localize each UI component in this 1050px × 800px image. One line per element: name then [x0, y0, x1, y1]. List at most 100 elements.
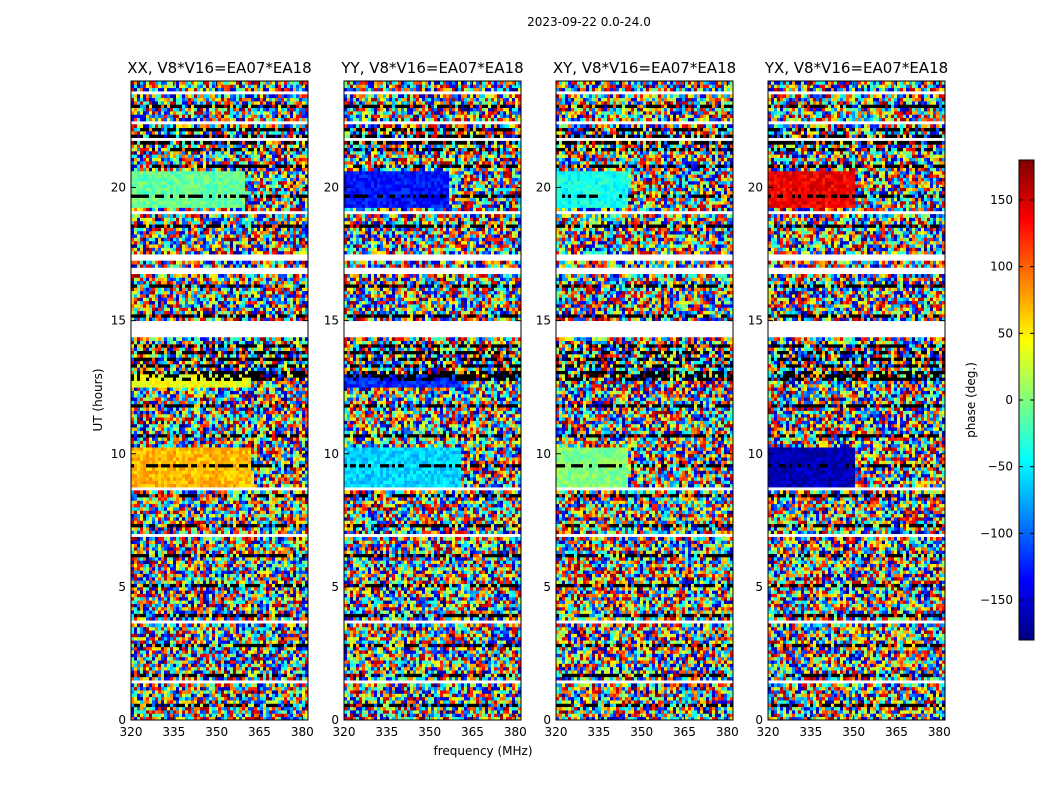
x-tick-label: 320 — [333, 725, 356, 739]
x-tick-label: 365 — [248, 725, 271, 739]
y-tick-label: 15 — [324, 314, 339, 328]
colorbar-swatch — [1019, 200, 1034, 205]
x-tick-label: 335 — [375, 725, 398, 739]
chart-figure: 2023-09-22 0.0-24.0 XX, V8*V16=EA07*EA18… — [0, 0, 1050, 800]
colorbar-swatch — [1019, 592, 1034, 597]
x-tick-label: 320 — [120, 725, 143, 739]
colorbar-swatch — [1019, 388, 1034, 393]
colorbar-swatch — [1019, 328, 1034, 333]
colorbar-swatch — [1019, 488, 1034, 493]
colorbar-tick-label: −100 — [980, 526, 1013, 540]
x-tick-label: 335 — [587, 725, 610, 739]
x-tick-label: 320 — [545, 725, 568, 739]
colorbar-tick-label: 0 — [1005, 393, 1013, 407]
colorbar-swatch — [1019, 556, 1034, 561]
colorbar-swatch — [1019, 472, 1034, 477]
colorbar-swatch — [1019, 320, 1034, 325]
y-tick-label: 0 — [755, 713, 763, 727]
colorbar-swatch — [1019, 356, 1034, 361]
colorbar-swatch — [1019, 440, 1034, 445]
colorbar-swatch — [1019, 460, 1034, 465]
colorbar-swatch — [1019, 620, 1034, 625]
colorbar-swatch — [1019, 480, 1034, 485]
colorbar-swatch — [1019, 376, 1034, 381]
y-tick-label: 20 — [536, 181, 551, 195]
colorbar-swatch — [1019, 176, 1034, 181]
colorbar-swatch — [1019, 452, 1034, 457]
y-tick-label: 20 — [748, 181, 763, 195]
colorbar-swatch — [1019, 628, 1034, 633]
colorbar-swatch — [1019, 252, 1034, 257]
panel-title: XX, V8*V16=EA07*EA18 — [127, 59, 311, 77]
colorbar-swatch — [1019, 564, 1034, 569]
colorbar-swatch — [1019, 172, 1034, 177]
colorbar-swatch — [1019, 584, 1034, 589]
phase-heatmap — [131, 81, 308, 720]
colorbar-swatch — [1019, 336, 1034, 341]
colorbar-swatch — [1019, 500, 1034, 505]
y-tick-label: 5 — [118, 580, 126, 594]
colorbar-swatch — [1019, 192, 1034, 197]
colorbar-swatch — [1019, 492, 1034, 497]
x-tick-label: 380 — [928, 725, 951, 739]
x-tick-label: 365 — [885, 725, 908, 739]
colorbar-swatch — [1019, 344, 1034, 349]
colorbar-swatch — [1019, 532, 1034, 537]
colorbar-tick-label: −150 — [980, 593, 1013, 607]
colorbar-swatch — [1019, 284, 1034, 289]
colorbar-swatch — [1019, 220, 1034, 225]
colorbar-swatch — [1019, 536, 1034, 541]
colorbar-swatch — [1019, 632, 1034, 637]
colorbar-swatch — [1019, 608, 1034, 613]
y-tick-label: 20 — [324, 181, 339, 195]
colorbar-swatch — [1019, 160, 1034, 165]
y-tick-label: 5 — [755, 580, 763, 594]
y-tick-label: 15 — [536, 314, 551, 328]
x-tick-label: 350 — [630, 725, 653, 739]
colorbar-swatch — [1019, 256, 1034, 261]
colorbar-tick-label: −50 — [988, 460, 1013, 474]
colorbar-tick-label: 100 — [990, 260, 1013, 274]
colorbar-swatch — [1019, 288, 1034, 293]
colorbar-swatch — [1019, 244, 1034, 249]
colorbar-swatch — [1019, 540, 1034, 545]
phase-heatmap — [556, 81, 733, 720]
y-tick-label: 5 — [543, 580, 551, 594]
colorbar-swatch — [1019, 588, 1034, 593]
colorbar-swatch — [1019, 372, 1034, 377]
colorbar-swatch — [1019, 324, 1034, 329]
colorbar-swatch — [1019, 360, 1034, 365]
colorbar-swatch — [1019, 380, 1034, 385]
colorbar-tick-label: 150 — [990, 193, 1013, 207]
panel-title: YX, V8*V16=EA07*EA18 — [764, 59, 948, 77]
colorbar-swatch — [1019, 348, 1034, 353]
colorbar-swatch — [1019, 404, 1034, 409]
x-tick-label: 350 — [842, 725, 865, 739]
colorbar-swatch — [1019, 296, 1034, 301]
x-tick-label: 380 — [291, 725, 314, 739]
colorbar-swatch — [1019, 292, 1034, 297]
colorbar-swatch — [1019, 408, 1034, 413]
x-tick-label: 380 — [716, 725, 739, 739]
y-tick-label: 0 — [543, 713, 551, 727]
colorbar-swatch — [1019, 624, 1034, 629]
colorbar-swatch — [1019, 600, 1034, 605]
colorbar-swatch — [1019, 412, 1034, 417]
colorbar-swatch — [1019, 352, 1034, 357]
colorbar-swatch — [1019, 552, 1034, 557]
phase-heatmap — [344, 81, 521, 720]
colorbar-swatch — [1019, 384, 1034, 389]
colorbar-swatch — [1019, 424, 1034, 429]
colorbar-swatch — [1019, 212, 1034, 217]
colorbar-swatch — [1019, 184, 1034, 189]
colorbar-swatch — [1019, 316, 1034, 321]
colorbar-swatch — [1019, 444, 1034, 449]
colorbar-swatch — [1019, 216, 1034, 221]
colorbar-swatch — [1019, 204, 1034, 209]
colorbar-swatch — [1019, 512, 1034, 517]
colorbar-swatch — [1019, 164, 1034, 169]
colorbar-swatch — [1019, 476, 1034, 481]
